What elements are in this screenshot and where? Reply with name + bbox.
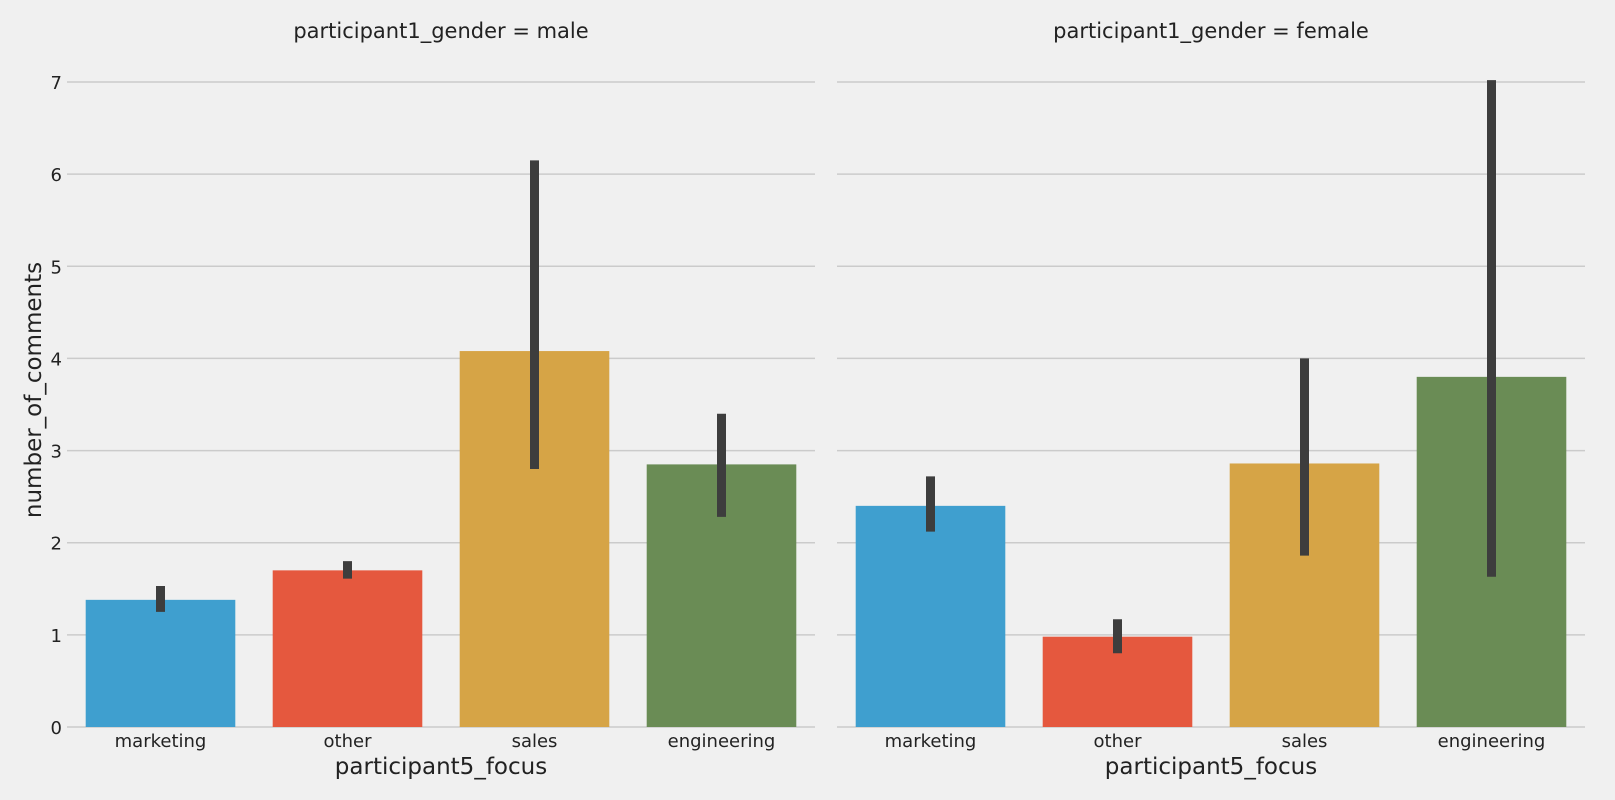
facet-panel-2: marketing other sales engineering participan… [837,19,1585,780]
x-tick-label: sales [1282,731,1328,752]
y-tick-label: 2 [51,534,62,555]
y-tick-label: 6 [51,165,62,186]
x-tick-label: engineering [668,731,776,752]
x-tick-label: other [324,731,373,752]
x-tick-label: engineering [1438,731,1546,752]
y-tick-label: 5 [51,257,62,278]
facet-panels: 0 1 2 3 4 5 6 7 marketing other sales engineering pa… [51,19,1585,780]
x-axis-label: participant5_focus [1105,754,1317,780]
bar-marketing [85,599,236,727]
panel-title: participant1_gender = male [293,19,588,44]
facet-panel-1: 0 1 2 3 4 5 6 7 marketing other sales engineering pa… [51,19,815,780]
panel-title: participant1_gender = female [1053,19,1369,44]
y-tick-label: 4 [51,349,62,370]
y-tick-label: 7 [51,73,62,94]
x-tick-label: marketing [115,731,207,752]
bar-other [272,570,423,727]
bar-marketing [855,505,1006,727]
x-axis-label: participant5_focus [335,754,547,780]
x-tick-label: other [1094,731,1143,752]
x-tick-label: marketing [885,731,977,752]
y-tick-label: 1 [51,626,62,647]
y-tick-label: 0 [51,718,62,739]
y-axis-label: number_of_comments [21,262,47,518]
y-tick-label: 3 [51,442,62,463]
x-tick-label: sales [512,731,558,752]
